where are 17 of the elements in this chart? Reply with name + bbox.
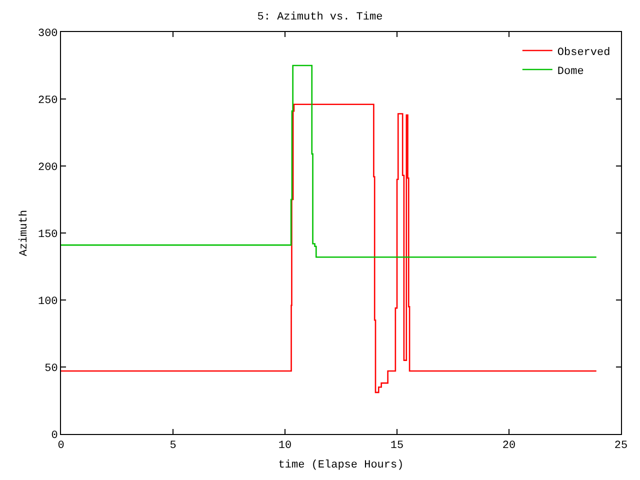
y-tick-label: 300 <box>38 28 58 40</box>
x-tick-label: 25 <box>614 440 628 452</box>
x-tick-label: 10 <box>278 440 292 452</box>
y-tick-label: 100 <box>38 296 58 308</box>
y-tick-label: 200 <box>38 162 58 174</box>
y-tick-label: 250 <box>38 94 58 107</box>
y-tick-label: 0 <box>51 430 58 442</box>
x-tick-label: 5 <box>170 440 176 452</box>
y-tick-label: 50 <box>44 362 58 375</box>
y-tick-label: 150 <box>38 228 58 241</box>
y-axis-title: Azimuth <box>18 210 31 256</box>
x-axis-title: time (Elapse Hours) <box>278 459 404 472</box>
legend-label: Dome <box>557 66 584 78</box>
legend-label: Observed <box>557 46 610 59</box>
x-tick-label: 15 <box>390 440 404 452</box>
x-tick-label: 20 <box>502 440 516 452</box>
chart-title: 5: Azimuth vs. Time <box>257 12 383 24</box>
